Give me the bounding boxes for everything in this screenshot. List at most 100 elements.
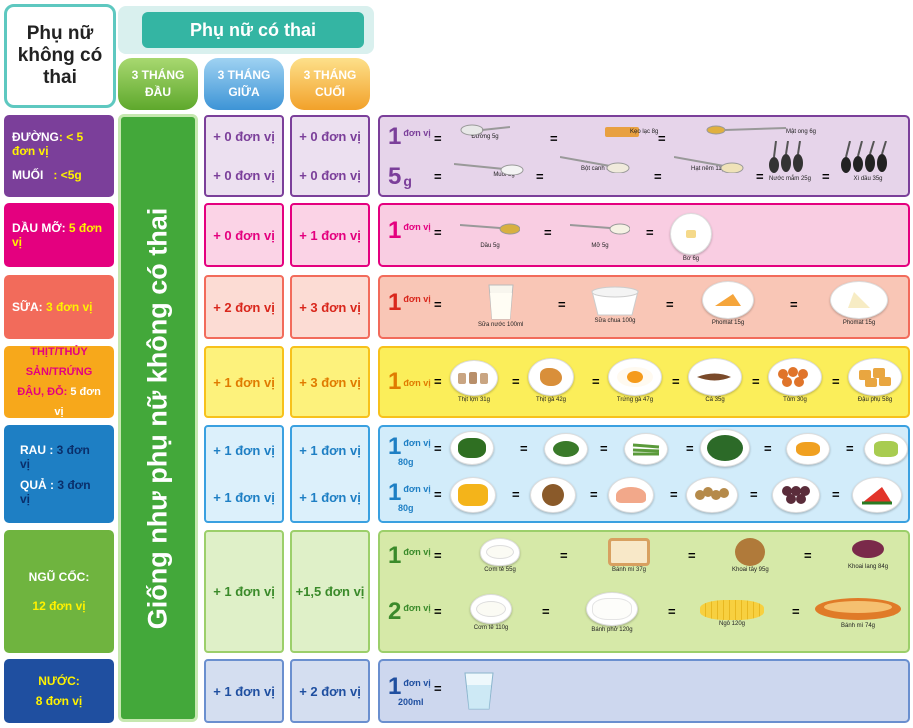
equals: = xyxy=(670,487,678,502)
same-as-non-pregnant-text: Giống như phụ nữ không có thai xyxy=(142,207,173,629)
food-caption: Đậu phụ 58g xyxy=(857,397,893,403)
rice-bowl-icon xyxy=(470,594,512,624)
food-caption: Dầu 5g xyxy=(480,243,500,249)
sugar-unit-word: đơn vị xyxy=(403,128,431,138)
water-unit-number: 1 xyxy=(388,673,402,700)
equals: = xyxy=(560,548,568,563)
first-trimester-column xyxy=(118,114,198,722)
equals: = xyxy=(600,441,608,456)
lard-spoon-icon xyxy=(570,223,630,235)
grain-unit-1-number: 1 xyxy=(388,542,402,569)
shrimp-plate-icon xyxy=(768,358,822,396)
veg-label: RAU : xyxy=(20,442,54,457)
watermelon-plate-icon xyxy=(852,477,902,513)
sweet-potato-icon xyxy=(852,540,885,558)
equals: = xyxy=(792,604,800,619)
spoon-icon xyxy=(460,123,511,136)
equals: = xyxy=(434,131,442,146)
broccoli-plate-icon xyxy=(700,429,750,467)
food-caption: Cơm tẻ 55g xyxy=(484,567,516,573)
food-caption: Sữa chua 100g xyxy=(594,318,636,324)
fruit-mid-value: + 1 đơn vị xyxy=(213,490,275,505)
milk-unit: 1 đơn vị xyxy=(388,291,431,315)
water-panel: 1 đơn vị 200ml = xyxy=(378,659,910,723)
grain-amount: 12 đơn vị xyxy=(32,599,86,614)
water-label: NƯỚC: 8 đơn vị xyxy=(4,659,114,723)
food-item: Mỡ 5g xyxy=(570,221,630,249)
food-caption: Bánh mì 37g xyxy=(611,567,647,573)
food-item: Muối 5g xyxy=(453,161,524,178)
equals: = xyxy=(550,131,558,146)
water-unit: 1 đơn vị 200ml xyxy=(388,673,431,708)
sugar-salt-last-cell: + 0 đơn vị + 0 đơn vị xyxy=(290,115,370,197)
grain-unit-1: 1 đơn vị xyxy=(388,544,431,568)
trimester-3-line1: 3 THÁNG xyxy=(303,68,357,82)
water-last-value: + 2 đơn vị xyxy=(299,683,361,699)
salt-label: MUỐI xyxy=(12,168,44,182)
food-caption: Tôm 30g xyxy=(783,397,807,403)
milk-label-text: SỮA: xyxy=(12,300,43,314)
water-unit-word: đơn vị xyxy=(403,678,431,688)
equals: = xyxy=(592,374,600,389)
food-caption: Phomat 15g xyxy=(842,320,876,326)
grain-unit-2: 2 đơn vị xyxy=(388,600,431,624)
food-caption: Nước mắm 25g xyxy=(769,176,811,182)
food-item: Dầu 5g xyxy=(460,221,520,249)
food-item: Thịt gà 42g xyxy=(528,358,574,403)
grain-mid-value: + 1 đơn vị xyxy=(213,584,275,599)
veg-amount: 3 đơn vị xyxy=(20,442,90,471)
food-caption: Xì dầu 35g xyxy=(853,176,883,182)
grain-label: NGŨ CỐC: 12 đơn vị xyxy=(4,530,114,653)
equals: = xyxy=(764,441,772,456)
spoon-icon xyxy=(453,161,524,176)
water-unit-sub: 200ml xyxy=(398,697,424,707)
food-caption: Khoai tây 95g xyxy=(732,567,769,573)
sugar-label: ĐƯỜNG xyxy=(12,130,59,144)
equals: = xyxy=(434,225,442,240)
protein-unit: 1 đơn vị xyxy=(388,370,431,394)
fruit-unit-sub: 80g xyxy=(398,503,414,513)
trimester-2-line1: 3 THÁNG xyxy=(217,68,271,82)
veg-fruit-label: RAU : 3 đơn vị QUẢ : 3 đơn vị xyxy=(4,425,114,523)
sapodilla-plate-icon xyxy=(530,477,576,513)
veg-unit: 1 đơn vị 80g xyxy=(388,435,431,468)
equals: = xyxy=(666,297,674,312)
trimester-2-header: 3 THÁNG GIỮA xyxy=(204,58,284,110)
pomelo-plate-icon xyxy=(608,477,654,513)
soy-sauce-spoons-icon xyxy=(841,141,887,173)
sugar-salt-panel: 1 đơn vị = Đường 5g = Kẹo lạc 8g = Mật on… xyxy=(378,115,910,197)
equals: = xyxy=(434,681,442,696)
food-caption: Ngô 120g xyxy=(718,621,746,627)
food-item: Bánh phở 120g xyxy=(586,592,638,633)
food-caption: Bơ 6g xyxy=(682,256,700,262)
food-item: Xì dầu 35g xyxy=(840,141,896,182)
equals: = xyxy=(434,169,442,184)
food-item: Sữa chua 100g xyxy=(590,285,640,324)
grape-plate-icon xyxy=(772,477,820,513)
veg-fruit-last-cell: + 1 đơn vị + 1 đơn vị xyxy=(290,425,370,523)
pumpkin-plate-icon xyxy=(786,433,830,465)
fat-unit-word: đơn vị xyxy=(403,222,431,232)
equals: = xyxy=(686,441,694,456)
fruit-unit: 1 đơn vị 80g xyxy=(388,481,431,514)
food-item: Cá 35g xyxy=(688,358,742,403)
equals: = xyxy=(558,297,566,312)
equals: = xyxy=(804,548,812,563)
sugar-unit: 1 đơn vị xyxy=(388,125,431,149)
grain-unit-2-number: 2 xyxy=(388,598,402,625)
grain-last-cell: +1,5 đơn vị xyxy=(290,530,370,653)
fat-mid-cell: + 0 đơn vị xyxy=(204,203,284,267)
veg-fruit-mid-cell: + 1 đơn vị + 1 đơn vị xyxy=(204,425,284,523)
spinach-plate-icon xyxy=(544,433,588,465)
water-spinach-plate-icon xyxy=(450,431,494,465)
protein-line2: ĐẬU, ĐỖ: 5 đơn vị xyxy=(12,382,106,422)
veg-last-value: + 1 đơn vị xyxy=(299,443,361,458)
sugar-last-value: + 0 đơn vị xyxy=(299,129,361,144)
fat-unit-number: 1 xyxy=(388,217,402,244)
equals: = xyxy=(790,297,798,312)
fat-line: DẦU MỠ: 5 đơn vị xyxy=(12,221,106,249)
food-caption: Cá 35g xyxy=(705,397,725,403)
water-label-text: NƯỚC: xyxy=(38,674,80,688)
trimester-1-line2: ĐẦU xyxy=(145,85,171,99)
gourd-plate-icon xyxy=(864,433,908,465)
